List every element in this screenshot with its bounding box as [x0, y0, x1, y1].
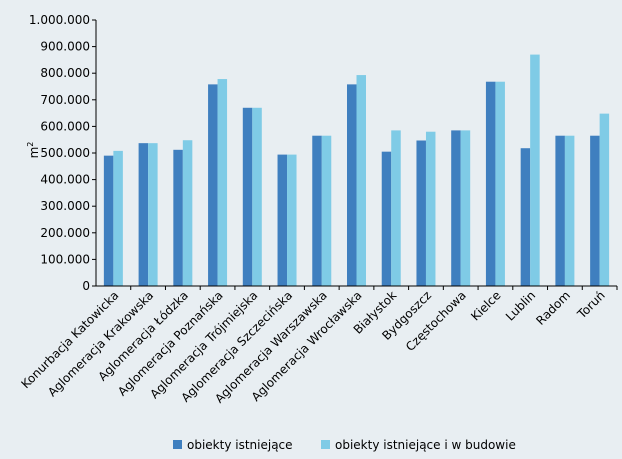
- y-tick-label: 900.000: [40, 40, 90, 54]
- x-tick-label: Częstochowa: [403, 288, 469, 354]
- y-tick-label: 100.000: [40, 252, 90, 266]
- bar: [590, 135, 600, 286]
- bar: [277, 154, 288, 286]
- bar: [425, 131, 436, 286]
- bar: [381, 151, 392, 286]
- y-axis: 0 100.000 200.000 300.000 400.000 500.000 600.…: [29, 13, 97, 293]
- bar: [321, 135, 332, 286]
- bar: [555, 135, 565, 286]
- bars: [103, 54, 610, 286]
- bar: [356, 75, 366, 286]
- y-tick-label: 300.000: [40, 199, 90, 213]
- bar: [451, 130, 461, 286]
- bar: [287, 154, 297, 286]
- bar: [530, 54, 540, 286]
- y-tick-label: 0: [82, 279, 90, 293]
- bar: [138, 143, 149, 286]
- bar: [599, 113, 610, 286]
- y-axis-label: m2: [26, 142, 41, 159]
- legend-label: obiekty istniejące: [187, 438, 293, 452]
- y-tick-label: 800.000: [40, 66, 90, 80]
- x-tick-label: Toruń: [574, 288, 608, 322]
- legend-swatch: [173, 440, 182, 449]
- y-tick-label: 400.000: [40, 173, 90, 187]
- x-tick-label: Kielce: [468, 288, 503, 323]
- bar: [391, 130, 401, 286]
- bar: [347, 84, 357, 286]
- y-tick-label: 600.000: [40, 119, 90, 133]
- y-tick-label: 500.000: [40, 146, 90, 160]
- bar: [485, 81, 496, 286]
- bar: [182, 140, 193, 286]
- y-tick-label: 1.000.000: [29, 13, 90, 27]
- bar: [148, 143, 158, 286]
- legend-swatch: [321, 440, 330, 449]
- legend: obiekty istniejące obiekty istniejące i w…: [173, 438, 516, 452]
- bar: [252, 107, 262, 286]
- bar: [416, 140, 426, 286]
- y-tick-label: 700.000: [40, 93, 90, 107]
- bar: [564, 135, 575, 286]
- x-tick-label: Radom: [533, 288, 573, 328]
- bar: [103, 155, 114, 286]
- bar: [242, 107, 253, 286]
- bar: [208, 84, 218, 286]
- bar: [113, 150, 123, 286]
- bar: [520, 148, 531, 286]
- legend-label: obiekty istniejące i w budowie: [335, 438, 516, 452]
- bar: [495, 81, 505, 286]
- bar: [173, 149, 183, 286]
- bar: [217, 79, 228, 286]
- bar: [312, 135, 322, 286]
- bar: [460, 130, 471, 286]
- y-tick-label: 200.000: [40, 226, 90, 240]
